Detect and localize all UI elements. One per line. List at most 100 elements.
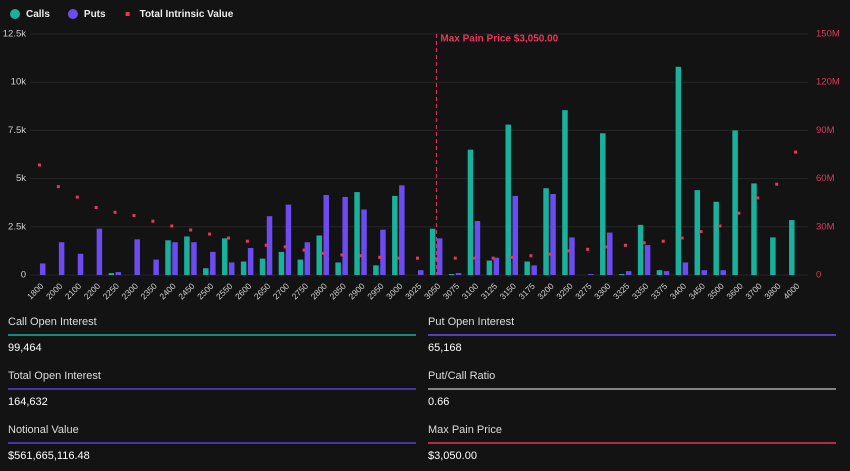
intrinsic-point (56, 185, 60, 189)
intrinsic-point (434, 257, 438, 261)
intrinsic-point (283, 245, 287, 249)
stat-label: Put Open Interest (428, 316, 514, 328)
legend-item[interactable]: Total Intrinsic Value (125, 9, 234, 20)
legend-swatch (67, 9, 78, 19)
stat-value: 65,168 (428, 342, 462, 354)
bar (259, 258, 266, 275)
bar (108, 273, 115, 275)
intrinsic-point (718, 224, 722, 228)
intrinsic-point (586, 247, 590, 251)
y-tick-label: 2.5k (8, 221, 26, 232)
bar (637, 224, 644, 275)
bar (675, 66, 682, 275)
x-tick-label: 2750 (290, 281, 311, 302)
bar (663, 271, 670, 275)
legend-swatch (125, 12, 130, 16)
intrinsic-point (510, 255, 514, 259)
bar (165, 240, 171, 275)
bar (720, 270, 726, 275)
stat-value: 99,464 (8, 342, 42, 354)
x-tick-label: 3000 (384, 281, 405, 302)
x-tick-label: 3800 (762, 281, 783, 302)
legend-label: Puts (84, 9, 106, 20)
bar (486, 260, 493, 275)
x-tick-label: 3025 (403, 281, 424, 302)
intrinsic-point (245, 239, 249, 243)
intrinsic-point (189, 228, 193, 232)
intrinsic-point (775, 182, 779, 186)
y2-tick-label: 0 (816, 270, 821, 281)
bar (493, 257, 500, 275)
bar (531, 265, 537, 275)
x-tick-label: 3500 (705, 281, 726, 302)
bar (210, 251, 216, 275)
bar (550, 194, 556, 275)
bar (240, 261, 247, 275)
bar (618, 274, 625, 275)
stat-value: $561,665,116.48 (8, 450, 90, 462)
x-tick-label: 2950 (365, 281, 386, 302)
bar (474, 221, 481, 275)
x-tick-label: 3275 (573, 281, 594, 302)
bar (115, 272, 122, 275)
bar (625, 271, 632, 275)
bar (184, 236, 190, 275)
y2-tick-label: 60M (816, 173, 835, 184)
x-tick-label: 2250 (101, 281, 122, 302)
x-tick-label: 3125 (479, 281, 500, 302)
bar (39, 263, 46, 275)
bar (418, 270, 424, 275)
x-tick-label: 3400 (668, 281, 689, 302)
x-tick-label: 2300 (120, 281, 141, 302)
y-tick-label: 10k (11, 77, 27, 88)
bar (656, 270, 663, 275)
bar (505, 124, 512, 275)
x-tick-label: 2450 (176, 281, 197, 302)
bar (607, 232, 613, 275)
y2-tick-label: 90M (816, 125, 835, 136)
x-tick-label: 2350 (138, 281, 159, 302)
bar (588, 274, 594, 275)
stat-label: Total Open Interest (8, 370, 101, 382)
legend-item[interactable]: Puts (67, 9, 106, 20)
x-tick-label: 2200 (82, 281, 103, 302)
y-tick-label: 0 (21, 270, 26, 281)
bar (77, 253, 84, 275)
x-tick-label: 2000 (44, 281, 65, 302)
intrinsic-point (794, 150, 798, 154)
bar (373, 265, 379, 275)
intrinsic-point (170, 224, 174, 228)
intrinsic-point (472, 256, 476, 260)
stat-label: Max Pain Price (428, 424, 502, 436)
bar (172, 242, 178, 275)
y-tick-label: 5k (16, 173, 26, 184)
x-tick-label: 3050 (422, 281, 443, 302)
intrinsic-point (397, 256, 401, 260)
legend-swatch (10, 9, 20, 19)
bar (524, 261, 530, 275)
bar (266, 216, 273, 275)
bar (153, 259, 159, 275)
bar (455, 273, 462, 275)
intrinsic-point (132, 214, 136, 218)
y2-tick-label: 120M (816, 77, 840, 88)
y-tick-label: 7.5k (8, 125, 26, 136)
intrinsic-point (529, 254, 533, 258)
legend-item[interactable]: Calls (10, 9, 50, 20)
bar (399, 185, 405, 275)
bar (429, 228, 436, 275)
bar (694, 190, 701, 275)
intrinsic-point (605, 245, 609, 249)
x-tick-label: 3600 (724, 281, 745, 302)
x-tick-label: 3325 (611, 281, 632, 302)
bar (380, 229, 386, 275)
x-tick-label: 2550 (214, 281, 235, 302)
intrinsic-point (661, 239, 665, 243)
stat-value: 164,632 (8, 396, 48, 408)
intrinsic-point (151, 219, 155, 223)
bar (221, 238, 228, 275)
bar (436, 238, 443, 275)
intrinsic-point (378, 255, 382, 259)
intrinsic-point (548, 252, 552, 256)
